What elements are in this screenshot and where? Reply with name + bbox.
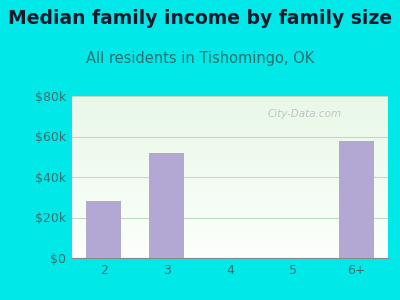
Bar [150, 153, 184, 258]
Bar [86, 201, 121, 258]
Bar [339, 140, 374, 258]
Text: Median family income by family size: Median family income by family size [8, 9, 392, 28]
Text: All residents in Tishomingo, OK: All residents in Tishomingo, OK [86, 51, 314, 66]
Text: City-Data.com: City-Data.com [268, 109, 342, 119]
